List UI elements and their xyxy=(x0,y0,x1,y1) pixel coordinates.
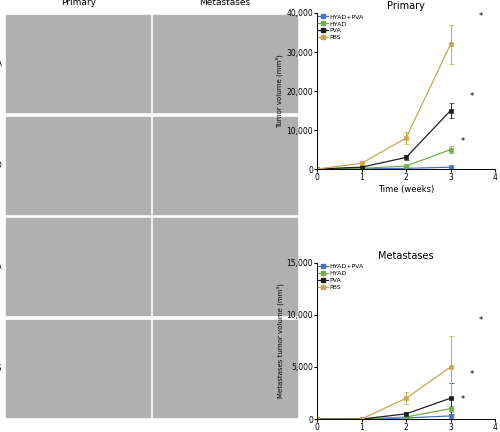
Bar xyxy=(153,15,297,112)
Text: PBS: PBS xyxy=(0,364,2,373)
Bar xyxy=(6,15,150,112)
Bar xyxy=(153,218,297,315)
Bar xyxy=(153,320,297,417)
Text: Metastases: Metastases xyxy=(200,0,250,7)
Bar xyxy=(6,218,150,315)
Title: Metastases: Metastases xyxy=(378,251,434,260)
Bar xyxy=(153,117,297,214)
X-axis label: Time (weeks): Time (weeks) xyxy=(378,185,434,194)
Text: HYAD+PVA: HYAD+PVA xyxy=(0,59,2,68)
Text: *: * xyxy=(470,371,474,379)
Y-axis label: Metastases tumor volume (mm³): Metastases tumor volume (mm³) xyxy=(276,283,283,398)
Text: HYAD: HYAD xyxy=(0,161,2,170)
Text: *: * xyxy=(478,12,483,21)
Text: *: * xyxy=(461,137,465,146)
Title: Primary: Primary xyxy=(387,1,425,11)
Text: Primary: Primary xyxy=(61,0,96,7)
Text: PVA: PVA xyxy=(0,262,2,271)
Text: *: * xyxy=(461,395,465,404)
Y-axis label: Tumor volume (mm³): Tumor volume (mm³) xyxy=(276,54,283,128)
Legend: HYAD+PVA, HYAD, PVA, PBS: HYAD+PVA, HYAD, PVA, PBS xyxy=(318,264,364,290)
Legend: HYAD+PVA, HYAD, PVA, PBS: HYAD+PVA, HYAD, PVA, PBS xyxy=(318,14,364,41)
Bar xyxy=(6,320,150,417)
Bar xyxy=(6,117,150,214)
Text: *: * xyxy=(478,316,483,325)
Text: *: * xyxy=(470,92,474,101)
